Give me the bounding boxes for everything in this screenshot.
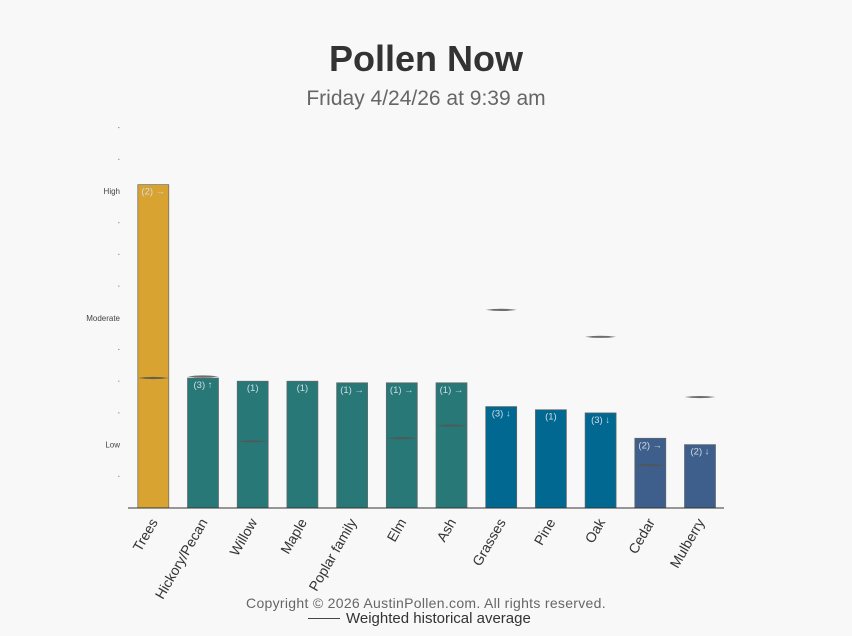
legend: Weighted historical average	[308, 610, 531, 627]
x-tick-label: Grasses	[469, 516, 509, 569]
historical-average-marker	[585, 335, 617, 338]
y-tick-label: Moderate	[86, 314, 120, 323]
bar-data-label: (3) ↑	[194, 380, 213, 391]
x-tick-label: Ash	[433, 516, 459, 545]
data-labels-group: (2) → (3) ↑ (1) (1) (1) → (1) → (1) → (3) ↓ (1) (…	[141, 187, 709, 458]
historical-average-marker	[485, 308, 517, 311]
historical-average-marker	[634, 464, 666, 467]
x-tick-label: Hickory/Pecan	[152, 516, 211, 602]
x-tick-label: Trees	[129, 516, 160, 555]
x-tick-label: Pine	[531, 515, 559, 547]
x-tick-label: Oak	[581, 515, 608, 546]
historical-average-marker	[386, 437, 418, 440]
bar-data-label: (3) ↓	[492, 409, 511, 420]
bar-data-label: (1)	[247, 383, 259, 394]
bar-pine[interactable]	[535, 409, 567, 509]
historical-average-marker	[137, 376, 169, 380]
bar-data-label: (1) →	[440, 385, 464, 396]
historical-average-marker	[187, 375, 219, 378]
legend-label: Weighted historical average	[346, 610, 531, 627]
x-tick-label: Poplar family	[305, 516, 359, 594]
bar-ash[interactable]	[435, 382, 468, 509]
bars-group	[137, 184, 716, 509]
bar-elm[interactable]	[385, 382, 418, 509]
chart-subtitle: Friday 4/24/26 at 9:39 am	[306, 87, 546, 110]
bar-data-label: (2) →	[638, 440, 662, 451]
bar-mulberry[interactable]	[684, 444, 716, 509]
bar-cedar[interactable]	[634, 437, 667, 509]
bar-data-label: (1)	[297, 383, 309, 394]
bar-grasses[interactable]	[485, 406, 518, 509]
legend-line-swatch	[308, 618, 340, 619]
x-tick-label: Elm	[383, 516, 409, 545]
chart-title: Pollen Now	[328, 38, 523, 79]
bar-data-label: (1) →	[340, 385, 364, 396]
bar-trees[interactable]	[137, 184, 170, 509]
historical-average-group	[137, 308, 716, 467]
y-tick-label: High	[104, 187, 120, 196]
y-axis: Low Moderate High	[86, 127, 121, 477]
x-tick-label: Maple	[277, 515, 310, 556]
bar-data-label: (1) →	[390, 385, 414, 396]
bar-hickory-pecan[interactable]	[187, 377, 219, 509]
bar-willow[interactable]	[236, 380, 269, 509]
bar-oak[interactable]	[584, 412, 617, 509]
bar-data-label: (2) →	[141, 187, 165, 198]
bar-data-label: (1)	[545, 412, 557, 423]
bar-data-label: (3) ↓	[591, 415, 610, 426]
bar-data-label: (2) ↓	[691, 447, 710, 458]
historical-average-marker	[237, 440, 269, 443]
x-tick-label: Willow	[226, 515, 261, 559]
bar-poplar-family[interactable]	[336, 382, 368, 509]
y-tick-label: Low	[105, 441, 120, 450]
x-tick-label: Mulberry	[667, 516, 708, 571]
x-tick-label: Cedar	[625, 515, 658, 556]
historical-average-marker	[436, 424, 467, 427]
copyright-text: Copyright © 2026 AustinPollen.com. All r…	[246, 595, 606, 611]
historical-average-marker	[684, 395, 716, 399]
bar-maple[interactable]	[286, 380, 319, 509]
